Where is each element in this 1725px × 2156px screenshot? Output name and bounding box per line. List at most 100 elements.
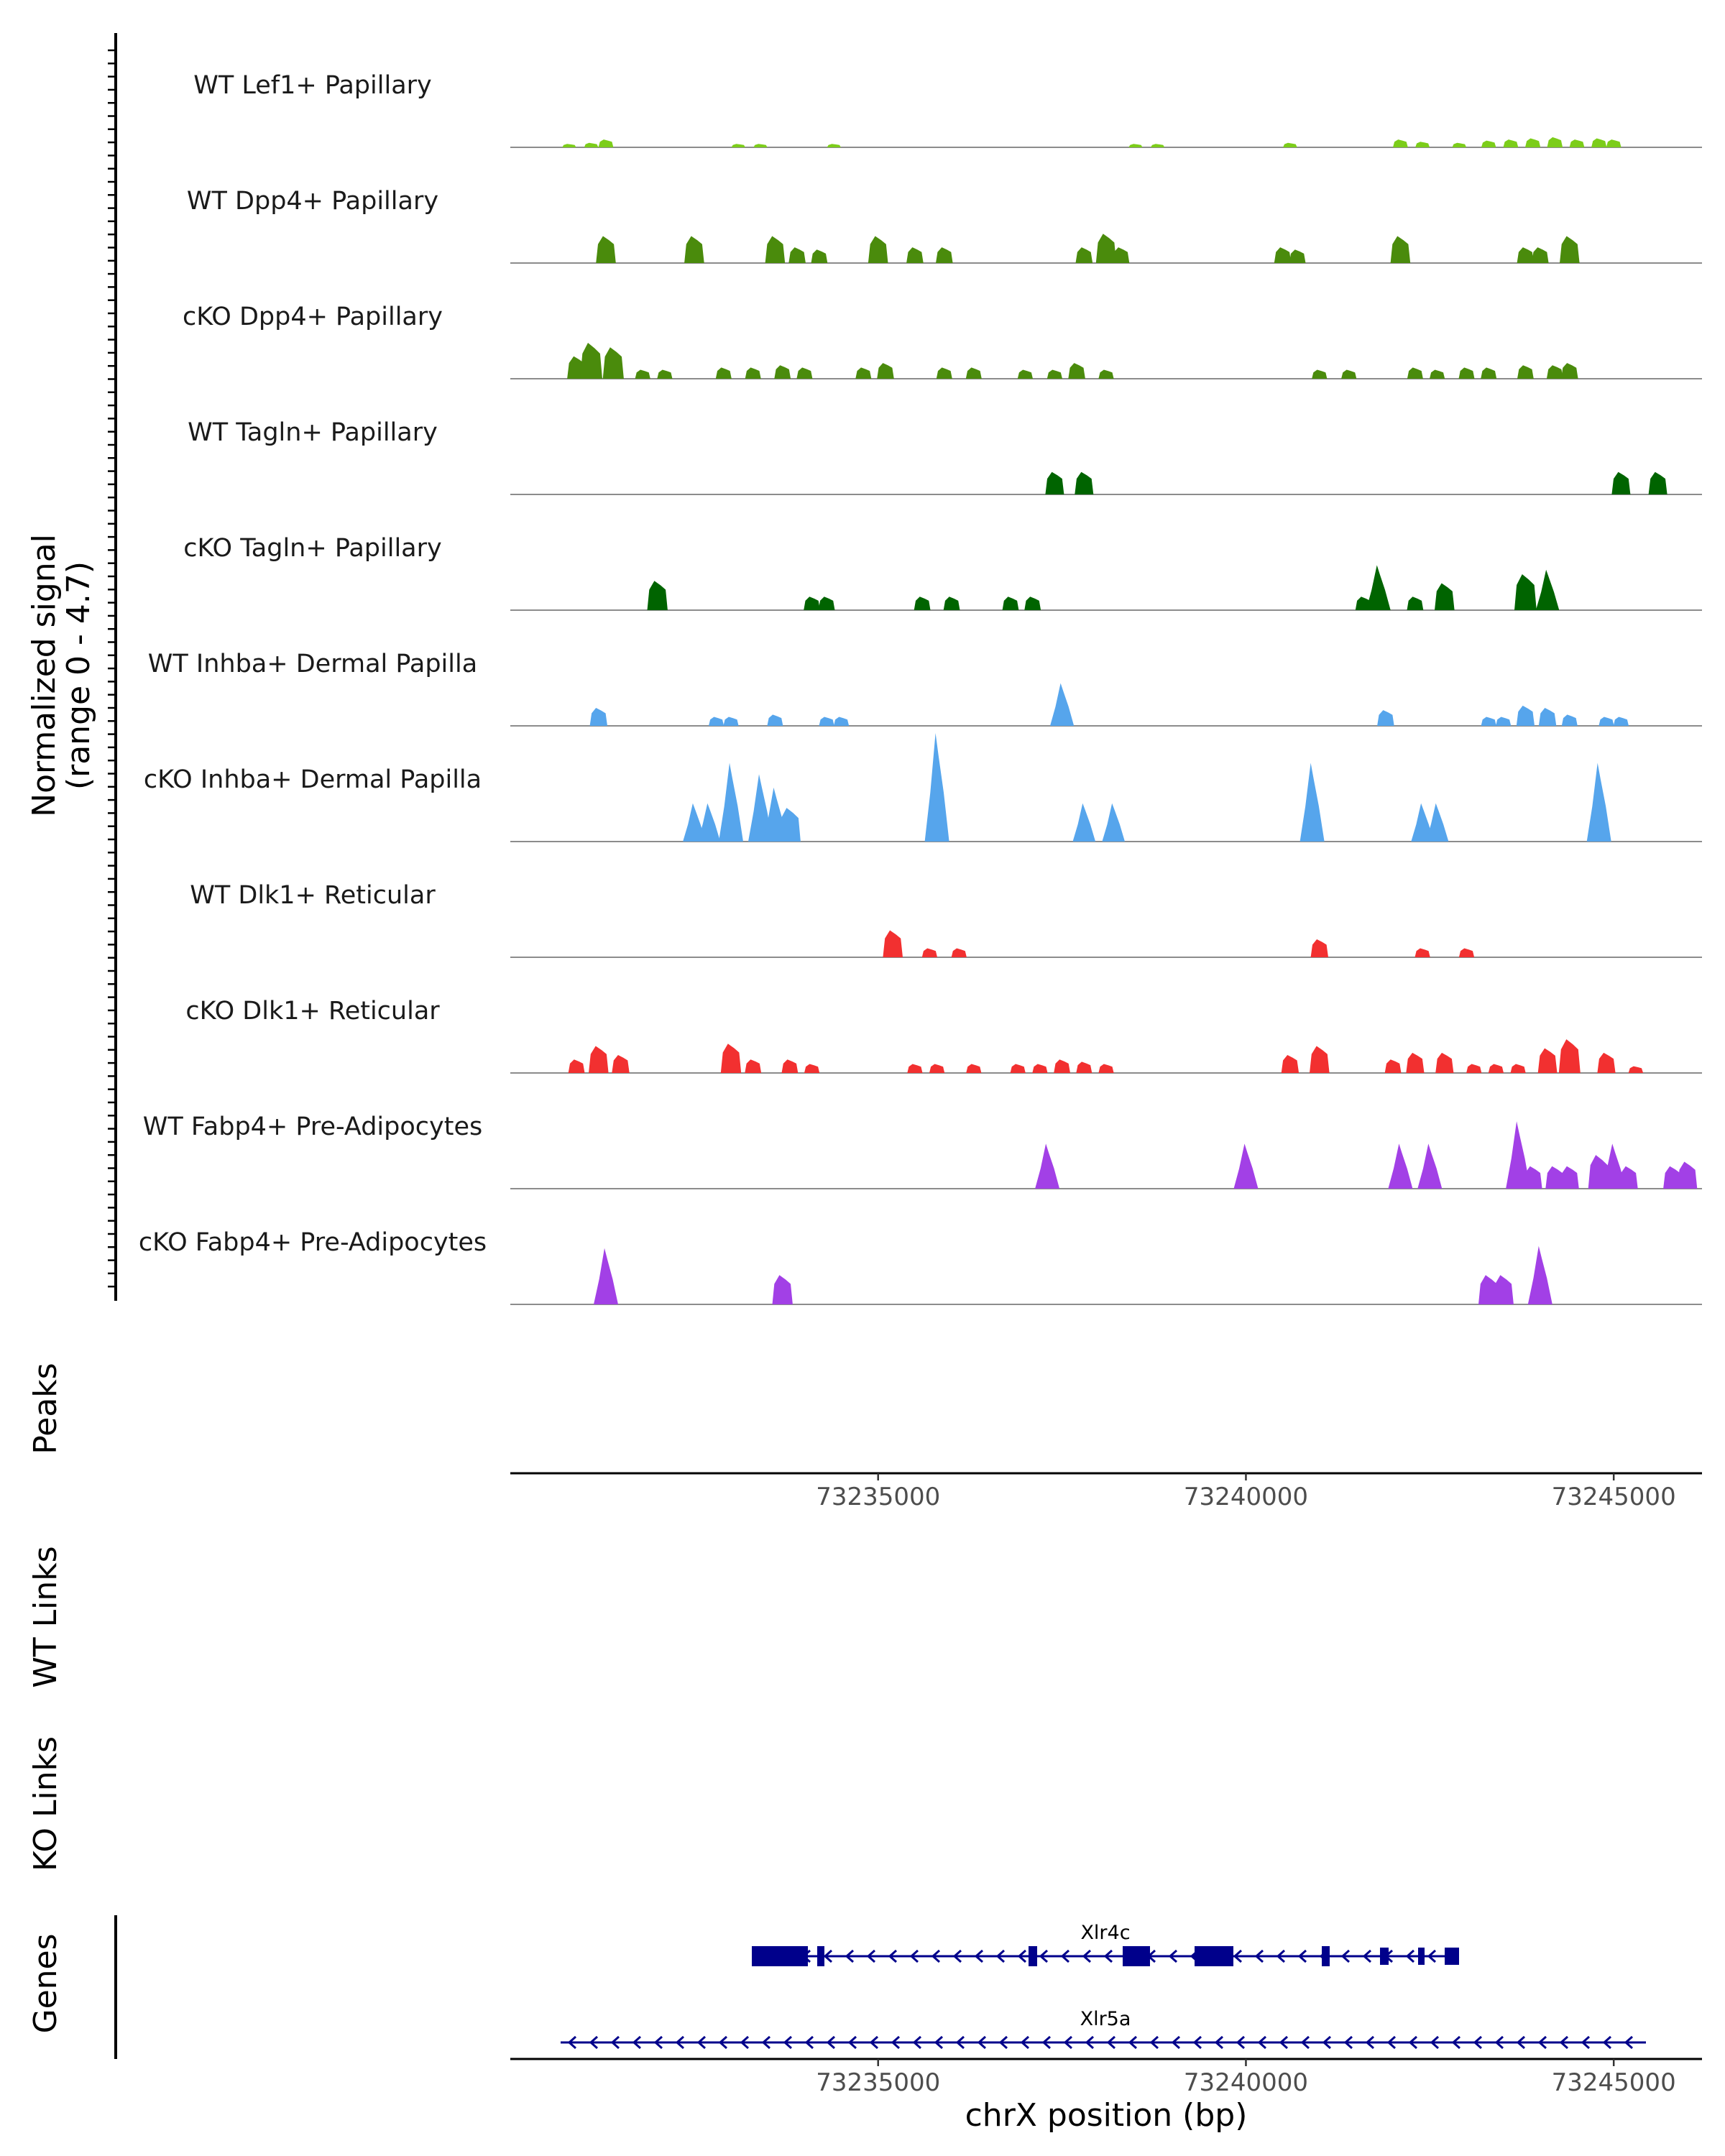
coverage-peak	[1545, 1166, 1565, 1189]
x-tick-label: 73235000	[816, 2068, 940, 2097]
coverage-peak	[855, 367, 872, 379]
coverage-peak	[936, 367, 952, 379]
strand-arrow	[632, 2035, 641, 2050]
coverage-peak	[1527, 1245, 1552, 1304]
x-axis-title: chrX position (bp)	[965, 2097, 1248, 2134]
coverage-peak	[1648, 471, 1668, 494]
coverage-ylabel: Normalized signal	[26, 534, 63, 817]
strand-arrow	[1063, 2035, 1072, 2050]
track: cKO Tagln+ Papillary	[183, 534, 1702, 611]
coverage-peak	[1532, 247, 1549, 263]
coverage-peak	[818, 596, 835, 610]
strand-arrow	[866, 1949, 875, 1963]
coverage-peak	[1561, 714, 1578, 726]
coverage-peak	[1098, 369, 1114, 379]
coverage-peak	[594, 1248, 618, 1304]
gene-label: Xlr4c	[1080, 1922, 1130, 1944]
coverage-peak	[1561, 363, 1578, 379]
coverage-peak	[936, 247, 953, 263]
coverage-peak	[774, 365, 791, 379]
coverage-peak	[1586, 763, 1611, 842]
strand-arrow	[955, 2035, 965, 2050]
coverage-peak	[1435, 1052, 1454, 1073]
coverage-peak	[1560, 236, 1580, 263]
coverage-peak	[562, 144, 576, 147]
strand-arrow	[653, 2035, 663, 2050]
coverage-peak	[906, 247, 924, 263]
strand-arrow	[1427, 1949, 1436, 1963]
strand-arrow	[740, 2035, 749, 2050]
strand-arrow	[1405, 1949, 1414, 1963]
coverage-peak	[924, 733, 949, 842]
coverage-tracks: WT Lef1+ Papillary WT Dpp4+ Papillary cKO …	[139, 71, 1702, 1305]
coverage-peak	[1478, 1275, 1499, 1304]
coverage-peak	[1417, 1143, 1443, 1189]
exon	[1380, 1948, 1389, 1965]
strand-arrow	[783, 2035, 792, 2050]
gene-annotations: Xlr4c Xlr5a	[561, 1922, 1646, 2050]
strand-arrow	[589, 2035, 598, 2050]
strand-arrow	[1362, 1949, 1371, 1963]
strand-arrow	[1537, 2035, 1547, 2050]
coverage-peak	[1076, 1061, 1092, 1073]
strand-arrow	[1602, 2035, 1611, 2050]
coverage-peak	[1407, 367, 1423, 379]
coverage-peak	[1377, 710, 1394, 726]
coverage-peak	[796, 367, 813, 379]
coverage-peak	[1597, 1052, 1616, 1073]
strand-arrow	[845, 1949, 854, 1963]
coverage-peak	[709, 717, 724, 726]
coverage-peak	[1075, 247, 1093, 263]
strand-arrow	[931, 1949, 940, 1963]
coverage-peak	[965, 367, 982, 379]
exon	[817, 1946, 824, 1966]
coverage-peak	[1493, 1275, 1514, 1304]
coverage-peak	[657, 369, 673, 379]
strand-arrow	[804, 2035, 814, 2050]
coverage-peak	[929, 1064, 945, 1073]
coverage-peak	[1546, 365, 1563, 379]
strand-arrow	[1408, 2035, 1417, 2050]
strand-arrow	[1085, 2035, 1094, 2050]
coverage-peak	[1496, 717, 1512, 726]
strand-arrow	[1149, 2035, 1159, 2050]
track: cKO Dlk1+ Reticular	[185, 997, 1702, 1074]
track: WT Inhba+ Dermal Papilla	[148, 650, 1702, 727]
strand-arrow	[1516, 2035, 1525, 2050]
strand-arrow	[1276, 1949, 1285, 1963]
coverage-peak	[1601, 1143, 1627, 1189]
coverage-peak	[1466, 1064, 1482, 1073]
track-label: WT Dpp4+ Papillary	[187, 187, 438, 216]
track: WT Dlk1+ Reticular	[190, 881, 1702, 958]
coverage-peak	[1050, 683, 1075, 726]
strand-arrow	[826, 2035, 835, 2050]
strand-arrow	[1171, 2035, 1180, 2050]
coverage-peak	[568, 1059, 585, 1073]
wt-links-panel-label: WT Links	[27, 1546, 64, 1687]
coverage-peak	[1406, 1052, 1425, 1073]
strand-arrow	[1020, 2035, 1029, 2050]
strand-arrow	[1494, 2035, 1504, 2050]
strand-arrow	[761, 2035, 770, 2050]
genes-x-axis: 73235000 73240000 73245000	[510, 2058, 1702, 2097]
coverage-peak	[921, 948, 937, 957]
coverage-peak	[1045, 471, 1064, 494]
strand-arrow	[1214, 2035, 1223, 2050]
strand-arrow	[1430, 2035, 1439, 2050]
coverage-peak	[584, 142, 599, 147]
coverage-peak	[1300, 763, 1325, 842]
coverage-peak	[1411, 803, 1434, 842]
coverage-peak	[635, 369, 650, 379]
exon	[752, 1946, 808, 1966]
coverage-peak	[1525, 138, 1541, 147]
coverage-peak	[1310, 1046, 1330, 1073]
coverage-peak	[1558, 1039, 1581, 1073]
strand-arrow	[998, 2035, 1008, 2050]
coverage-peak	[1035, 1143, 1060, 1189]
strand-arrow	[1039, 1949, 1048, 1963]
strand-arrow	[1060, 1949, 1070, 1963]
coverage-peak	[1481, 717, 1496, 726]
strand-arrow	[1103, 1949, 1113, 1963]
strand-arrow	[1168, 1949, 1177, 1963]
track-label: cKO Fabp4+ Pre-Adipocytes	[139, 1228, 487, 1257]
